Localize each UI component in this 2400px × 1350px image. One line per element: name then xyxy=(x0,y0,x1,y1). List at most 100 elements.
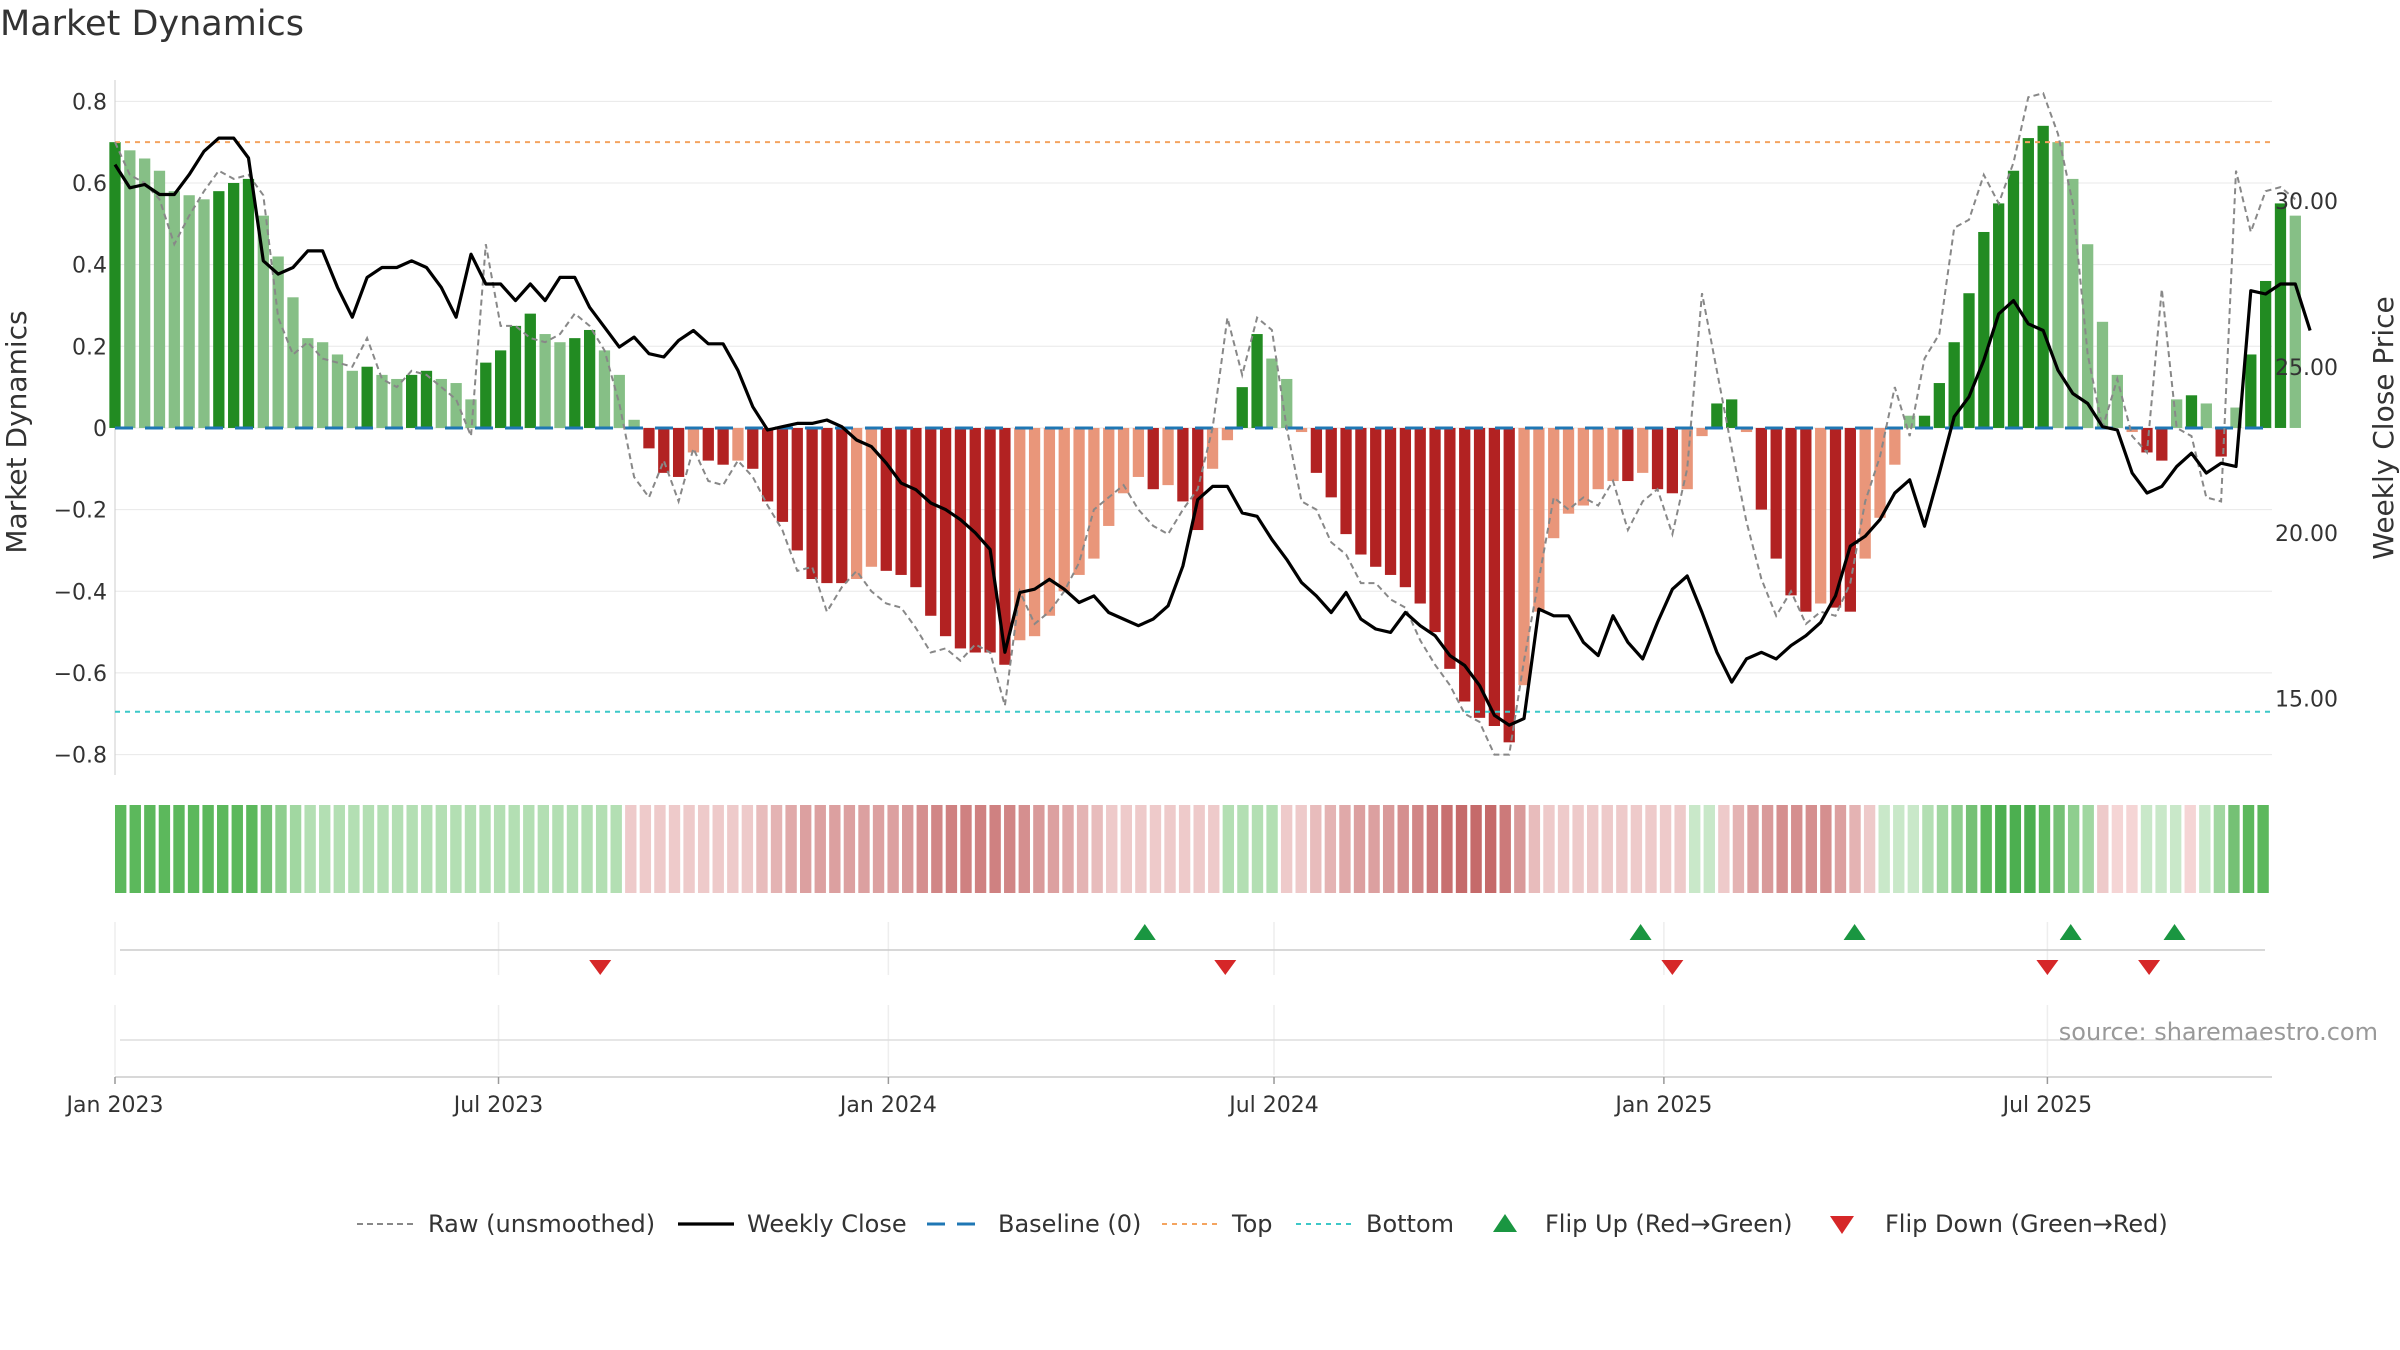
md-bar xyxy=(1933,383,1945,428)
md-bar xyxy=(2126,427,2138,433)
regime-cell xyxy=(1339,805,1351,893)
legend-label: Bottom xyxy=(1366,1210,1454,1238)
regime-cell xyxy=(2024,805,2036,893)
md-bar xyxy=(1043,427,1056,616)
md-bar xyxy=(391,378,403,428)
md-bar xyxy=(1904,415,1916,428)
md-bar xyxy=(880,427,892,571)
regime-cell xyxy=(1849,805,1861,893)
regime-cell xyxy=(348,805,360,893)
regime-cell xyxy=(2213,805,2226,893)
md-bar xyxy=(153,170,166,428)
source-note: source: sharemaestro.com xyxy=(2059,1018,2378,1046)
y-axis-label: Market Dynamics xyxy=(0,310,33,553)
md-bar xyxy=(1829,427,1842,608)
regime-cell xyxy=(1703,805,1715,893)
regime-cell xyxy=(1557,805,1570,893)
regime-cell xyxy=(989,805,1001,893)
regime-cell xyxy=(1587,805,1599,893)
md-bar xyxy=(598,350,611,428)
regime-cell xyxy=(1076,805,1089,893)
regime-cell xyxy=(1834,805,1847,893)
md-bar xyxy=(910,427,922,588)
regime-cell xyxy=(1689,805,1701,893)
regime-cell xyxy=(289,805,302,893)
regime-cell xyxy=(479,805,491,893)
md-bar xyxy=(1281,378,1293,428)
md-bar xyxy=(1740,427,1753,433)
y-tick-label: −0.4 xyxy=(54,580,107,605)
md-bar xyxy=(1132,427,1145,477)
regime-cell xyxy=(173,805,185,893)
regime-cell xyxy=(362,805,375,893)
legend-label: Weekly Close xyxy=(747,1210,907,1238)
regime-cell xyxy=(1412,805,1424,893)
md-bar xyxy=(242,178,255,428)
y-tick-label: 0 xyxy=(93,417,107,442)
regime-cell xyxy=(1791,805,1803,893)
axis-ticks: 0.8 0.6 0.4 0.2 0 −0.2 −0.4 −0.6 −0.8 30.00 25.00 2… xyxy=(54,90,2338,768)
regime-cell xyxy=(1470,805,1482,893)
md-bar xyxy=(1014,427,1026,641)
legend: Raw (unsmoothed) Weekly Close Baseline (0)… xyxy=(357,1210,2168,1238)
md-bar xyxy=(1666,427,1678,494)
regime-cell xyxy=(1761,805,1774,893)
legend-label: Top xyxy=(1231,1210,1273,1238)
bar-series xyxy=(109,125,2301,743)
regime-cell xyxy=(217,805,229,893)
md-bar xyxy=(228,182,240,428)
md-bar xyxy=(1592,427,1604,490)
regime-cell xyxy=(1484,805,1497,893)
md-bar xyxy=(1103,427,1115,526)
flip-markers-panel xyxy=(114,922,2265,975)
x-tick-label: Jul 2025 xyxy=(2001,1093,2093,1118)
md-bar xyxy=(1711,403,1723,428)
regime-cell xyxy=(1893,805,1905,893)
regime-cell xyxy=(1659,805,1672,893)
md-bar xyxy=(2022,138,2034,428)
regime-cell xyxy=(1514,805,1526,893)
regime-cell xyxy=(1251,805,1264,893)
flip-down-marker xyxy=(2138,960,2161,975)
md-bar xyxy=(2141,427,2153,453)
md-bar xyxy=(524,313,536,428)
regime-cell xyxy=(2038,805,2051,893)
legend-item: Top xyxy=(1162,1210,1273,1238)
flip-down-marker xyxy=(1661,960,1684,975)
md-bar xyxy=(969,427,981,653)
regime-cell xyxy=(1120,805,1132,893)
legend-item: Baseline (0) xyxy=(927,1210,1141,1238)
md-bar xyxy=(939,427,952,637)
md-bar xyxy=(480,362,492,428)
regime-cell xyxy=(1747,805,1759,893)
md-bar xyxy=(435,378,447,428)
flip-up-marker xyxy=(2059,924,2082,940)
regime-cell xyxy=(1441,805,1453,893)
md-bar xyxy=(836,427,848,584)
md-bar xyxy=(672,427,685,477)
regime-cell xyxy=(799,805,812,893)
regime-cell xyxy=(2111,805,2124,893)
regime-cell xyxy=(843,805,856,893)
regime-cell xyxy=(275,805,287,893)
md-bar xyxy=(2082,244,2094,428)
regime-cell xyxy=(1266,805,1278,893)
regime-cell xyxy=(2140,805,2153,893)
md-bar xyxy=(361,366,373,428)
legend-swatch-flip-up xyxy=(1493,1214,1517,1232)
x-tick-label: Jul 2023 xyxy=(452,1093,544,1118)
regime-cell xyxy=(115,805,127,893)
md-bar xyxy=(1637,427,1649,473)
regime-cell xyxy=(1645,805,1657,893)
legend-item: Weekly Close xyxy=(678,1210,907,1238)
regime-cell xyxy=(1368,805,1380,893)
md-bar xyxy=(1251,334,1263,428)
regime-cell xyxy=(1310,805,1322,893)
regime-cell xyxy=(1280,805,1293,893)
md-bar xyxy=(776,427,789,522)
regime-cell xyxy=(610,805,622,893)
raw-line xyxy=(114,91,2296,756)
regime-cell xyxy=(683,805,695,893)
regime-cell xyxy=(1601,805,1613,893)
md-bar xyxy=(1236,387,1248,428)
